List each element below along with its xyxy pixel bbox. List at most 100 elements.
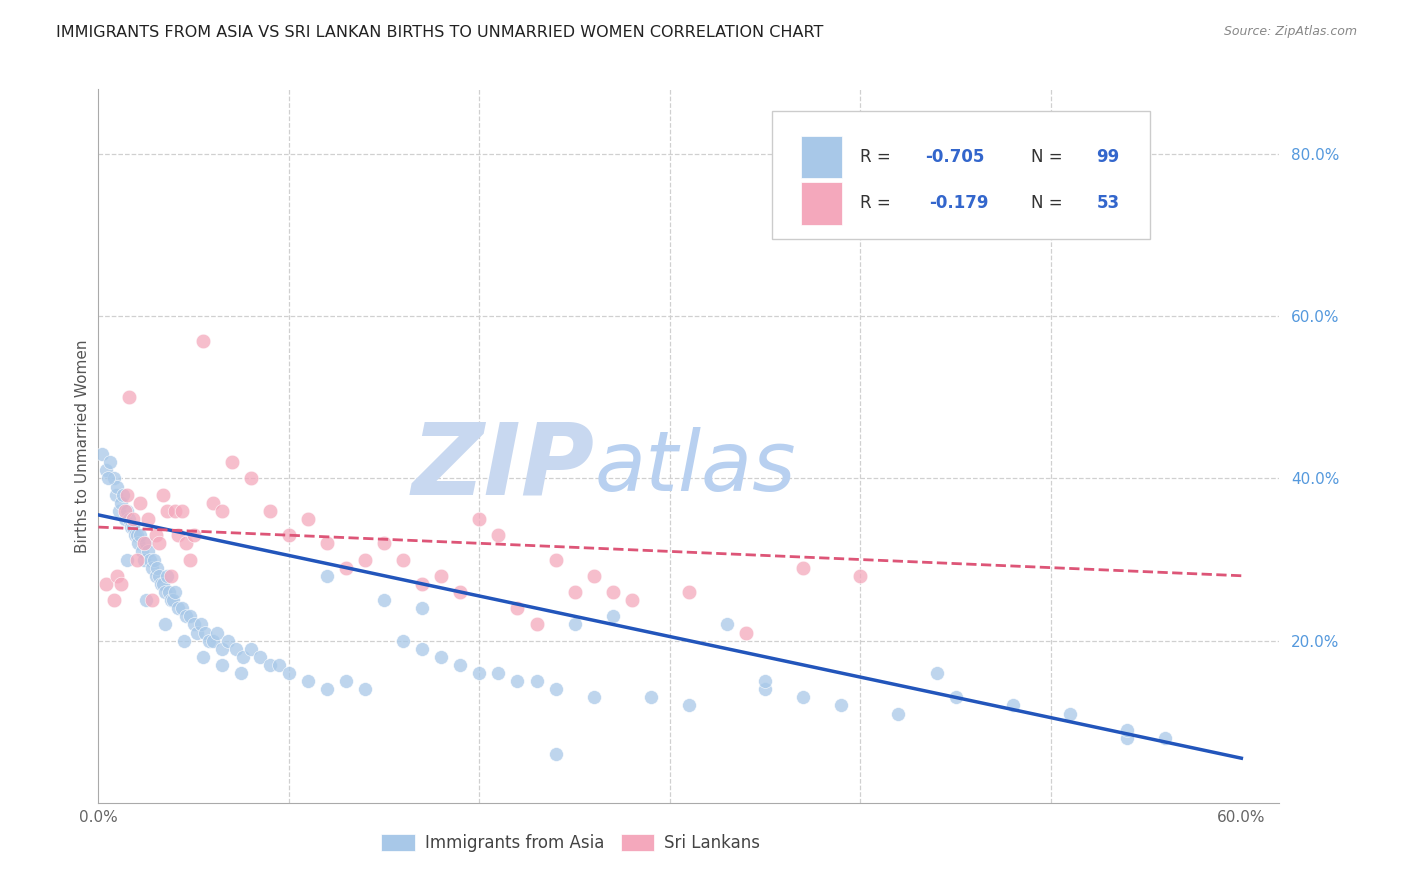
Point (830, 698, 852, 713)
Point (94, 463, 117, 477)
Point (582, 690, 605, 705)
Point (150, 577, 173, 591)
Point (139, 552, 162, 566)
Point (354, 552, 377, 566)
Point (114, 504, 136, 518)
Text: N =: N = (1032, 194, 1069, 212)
Point (678, 585, 700, 599)
Point (259, 504, 281, 518)
Point (146, 560, 169, 574)
Point (506, 674, 529, 689)
Point (678, 698, 700, 713)
Point (135, 593, 157, 607)
Point (156, 504, 179, 518)
Point (114, 512, 136, 526)
Point (945, 690, 967, 705)
Text: R =: R = (860, 194, 901, 212)
Point (112, 488, 135, 502)
Point (316, 536, 339, 550)
Point (792, 560, 814, 574)
Point (335, 560, 357, 574)
Point (564, 585, 586, 599)
Point (98, 455, 121, 469)
Point (392, 633, 415, 648)
Point (162, 593, 184, 607)
Point (118, 512, 141, 526)
Point (142, 552, 165, 566)
Point (174, 536, 197, 550)
Point (335, 674, 357, 689)
Point (172, 504, 194, 518)
Point (716, 617, 738, 632)
Point (173, 633, 195, 648)
Point (136, 512, 159, 526)
Point (152, 488, 174, 502)
FancyBboxPatch shape (801, 136, 842, 178)
Point (131, 544, 153, 558)
Point (201, 496, 224, 510)
Point (110, 496, 132, 510)
Point (145, 528, 167, 542)
Text: 53: 53 (1097, 194, 1119, 212)
Point (620, 593, 643, 607)
Point (129, 496, 152, 510)
Point (449, 657, 471, 672)
Point (135, 536, 157, 550)
Point (97, 471, 120, 485)
Point (211, 641, 233, 656)
Point (94, 577, 117, 591)
Point (118, 390, 141, 404)
Point (602, 609, 624, 624)
Point (125, 552, 148, 566)
Point (183, 528, 205, 542)
Point (152, 577, 174, 591)
Point (211, 657, 233, 672)
Point (121, 512, 143, 526)
Point (582, 568, 605, 582)
Point (167, 601, 190, 615)
Point (564, 617, 586, 632)
Point (159, 593, 181, 607)
Point (449, 585, 471, 599)
Text: ZIP: ZIP (412, 419, 595, 516)
Point (887, 706, 910, 721)
Point (141, 593, 163, 607)
Point (107, 568, 129, 582)
Point (1116, 723, 1139, 737)
Point (115, 488, 138, 502)
Text: N =: N = (1032, 148, 1069, 166)
Point (157, 585, 180, 599)
Point (159, 568, 181, 582)
Text: R =: R = (860, 148, 896, 166)
Point (544, 682, 567, 697)
Point (488, 528, 510, 542)
Point (108, 504, 131, 518)
Point (103, 593, 125, 607)
Point (179, 609, 201, 624)
Point (190, 617, 212, 632)
Point (120, 520, 142, 534)
Point (107, 479, 129, 493)
Point (172, 601, 194, 615)
Point (735, 625, 758, 640)
Point (193, 649, 215, 664)
Point (526, 617, 548, 632)
Point (103, 471, 125, 485)
Point (297, 674, 319, 689)
Point (124, 528, 146, 542)
Point (249, 649, 271, 664)
Point (232, 649, 254, 664)
Point (134, 536, 156, 550)
Point (277, 666, 299, 681)
Point (186, 625, 208, 640)
Point (1001, 698, 1024, 713)
Point (153, 585, 176, 599)
Point (373, 593, 395, 607)
Point (1154, 731, 1177, 745)
Point (193, 334, 215, 348)
Point (411, 641, 433, 656)
Point (754, 682, 776, 697)
Point (201, 633, 224, 648)
Point (145, 568, 167, 582)
Point (392, 552, 415, 566)
